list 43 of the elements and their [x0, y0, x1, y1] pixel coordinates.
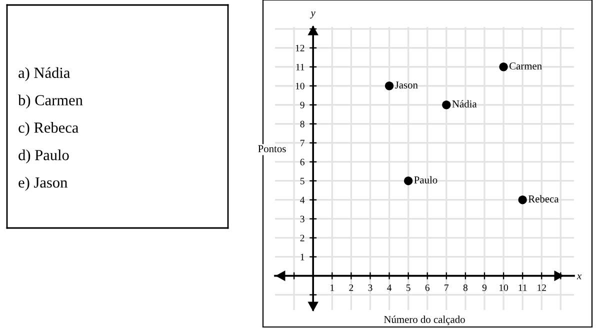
text: d) Paulo: [18, 149, 69, 164]
point: [499, 62, 508, 72]
y-tick-label: 7: [300, 140, 304, 146]
x-tick-label: 9: [482, 284, 487, 291]
y-tick-label: 10: [296, 82, 304, 90]
x-tick-label: 12: [538, 284, 546, 291]
text: y: [310, 11, 316, 19]
x-axis-title: Número do calçado: [384, 316, 465, 326]
text: x: [576, 274, 582, 280]
point: [384, 82, 394, 90]
text: a) Nádia: [18, 67, 70, 82]
y-tick-label: 12: [296, 44, 304, 52]
point: [518, 195, 527, 204]
y-tick-label: 11: [296, 64, 304, 70]
y-tick-label: 5: [300, 178, 304, 184]
text: b) Carmen: [18, 94, 83, 108]
data-label: Carmen: [510, 62, 542, 70]
text: c) Rebeca: [18, 122, 78, 136]
x-tick-label: 6: [425, 284, 430, 291]
y-tick-label: 3: [300, 216, 304, 222]
text: e) Jason: [18, 176, 68, 191]
x-tick-label: 3: [368, 284, 372, 291]
x-tick-label: 8: [463, 284, 468, 291]
y-tick-label: 9: [300, 102, 304, 108]
y-tick-label: 8: [300, 120, 304, 128]
x-tick-label: 7: [444, 284, 449, 291]
x-tick-label: 5: [406, 284, 410, 291]
y-axis-title: Pontos: [258, 145, 286, 152]
y-tick-label: 2: [300, 234, 304, 242]
point: [404, 176, 413, 186]
point: [442, 100, 451, 110]
data-label: Paulo: [414, 176, 438, 184]
y-tick-label: 6: [300, 158, 304, 166]
data-label: Nádia: [452, 100, 477, 108]
y-tick-label: 1: [300, 254, 304, 260]
x-tick-label: 1: [330, 284, 334, 291]
y-tick-label: 4: [300, 196, 305, 204]
x-tick-label: 10: [500, 284, 508, 291]
x-tick-label: 4: [387, 284, 392, 291]
x-tick-label: 11: [518, 284, 527, 291]
data-label: Jason: [395, 82, 418, 88]
data-label: Rebeca: [528, 195, 559, 202]
x-tick-label: 2: [349, 284, 354, 291]
